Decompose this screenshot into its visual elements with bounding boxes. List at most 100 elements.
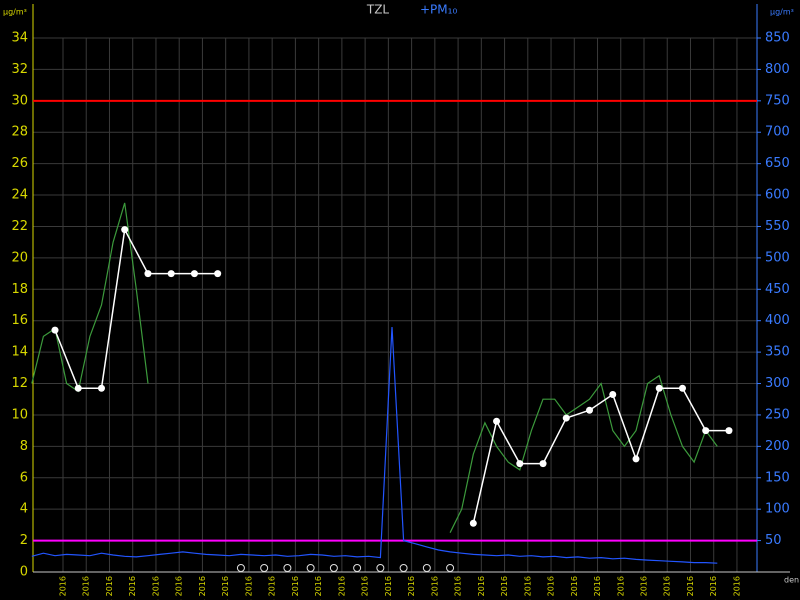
daily-point [469,519,477,527]
y2-tick-label: 850 [765,31,790,46]
x-tick-label: 6.6. 2016 [454,576,463,600]
x-tick-label: 25.5. 2016 [175,576,184,600]
x-tick-label: 2.6. 2016 [361,576,370,600]
y2-tick-label: 150 [765,470,790,485]
y2-tick-label: 750 [765,93,790,108]
y-tick-label: 18 [11,282,28,297]
y-tick-label: 14 [11,345,28,360]
x-tick-label: 17.6. 2016 [709,576,718,600]
y-tick-label: 22 [11,219,28,234]
y-tick-label: 4 [20,502,28,517]
missing-marker [422,564,431,572]
y2-tick-label: 450 [765,282,790,297]
y2-tick-label: 300 [765,376,790,391]
x-unit: den [784,576,799,585]
daily-point [97,384,105,392]
x-tick-label: 12.6. 2016 [593,576,602,600]
daily-point [678,384,686,392]
missing-marker [399,564,408,572]
daily-point [121,226,129,234]
chart-title: TZL [366,3,390,17]
y-tick-label: 10 [11,407,28,422]
missing-marker [446,564,455,572]
x-tick-label: 1.6. 2016 [337,576,346,600]
y-tick-label: 30 [11,93,28,108]
daily-point [167,270,175,278]
x-tick-label: 11.6. 2016 [570,576,579,600]
y2-tick-label: 650 [765,156,790,171]
y-tick-label: 20 [11,250,28,265]
y-tick-label: 26 [11,156,28,171]
y-tick-label: 24 [11,188,28,203]
x-tick-label: 27.5. 2016 [221,576,230,600]
x-tick-label: 4.6. 2016 [407,576,416,600]
x-tick-label: 3.6. 2016 [384,576,393,600]
y2-tick-label: 350 [765,345,790,360]
missing-marker [376,564,385,572]
x-tick-label: 29.5. 2016 [268,576,277,600]
y2-tick-label: 600 [765,188,790,203]
x-tick-label: 26.5. 2016 [198,576,207,600]
missing-marker [260,564,269,572]
series-title: +PM₁₀ [420,3,457,17]
daily-point [655,384,663,392]
x-tick-label: 16.6. 2016 [686,576,695,600]
daily-point [725,427,733,435]
daily-point [632,455,640,463]
x-tick-label: 18.6. 2016 [732,576,741,600]
x-tick-label: 14.6. 2016 [640,576,649,600]
daily-point [562,414,570,422]
x-tick-label: 7.6. 2016 [477,576,486,600]
y-tick-label: 12 [11,376,28,391]
x-tick-label: 8.6. 2016 [500,576,509,600]
y2-tick-label: 100 [765,502,790,517]
missing-marker [306,564,315,572]
series-line [31,326,718,564]
x-tick-label: 20.5. 2016 [59,576,68,600]
y2-tick-label: 700 [765,125,790,140]
x-tick-label: 5.6. 2016 [430,576,439,600]
y-tick-label: 28 [11,125,28,140]
y-tick-label: 2 [20,533,28,548]
missing-marker [329,564,338,572]
missing-marker [353,564,362,572]
y-tick-label: 32 [11,62,28,77]
daily-point [516,460,524,468]
daily-point [190,270,198,278]
daily-point [493,417,501,425]
daily-point [51,326,59,334]
missing-marker [283,564,292,572]
x-tick-label: 28.5. 2016 [244,576,253,600]
y-tick-label: 8 [20,439,28,454]
x-tick-label: 21.5. 2016 [82,576,91,600]
daily-point [609,391,617,399]
daily-point [539,460,547,468]
x-tick-label: 15.6. 2016 [663,576,672,600]
y-tick-label: 0 [20,565,28,580]
y2-tick-label: 800 [765,62,790,77]
series-line [31,202,718,533]
x-tick-label: 30.5. 2016 [291,576,300,600]
y2-unit: μg/m³ [770,8,794,17]
y2-tick-label: 500 [765,250,790,265]
daily-point [214,270,222,278]
daily-point [586,406,594,414]
y2-tick-label: 200 [765,439,790,454]
x-tick-label: 13.6. 2016 [616,576,625,600]
daily-line [54,227,729,524]
x-tick-label: 10.6. 2016 [547,576,556,600]
x-tick-label: 31.5. 2016 [314,576,323,600]
y2-tick-label: 550 [765,219,790,234]
daily-point [702,427,710,435]
x-tick-label: 24.5. 2016 [151,576,160,600]
daily-point [74,384,82,392]
y-tick-label: 34 [11,31,28,46]
y2-tick-label: 250 [765,407,790,422]
y2-tick-label: 50 [765,533,782,548]
y-tick-label: 6 [20,470,28,485]
daily-point [144,270,152,278]
x-tick-label: 9.6. 2016 [523,576,532,600]
y-unit: μg/m³ [3,8,27,17]
x-tick-label: 23.5. 2016 [128,576,137,600]
